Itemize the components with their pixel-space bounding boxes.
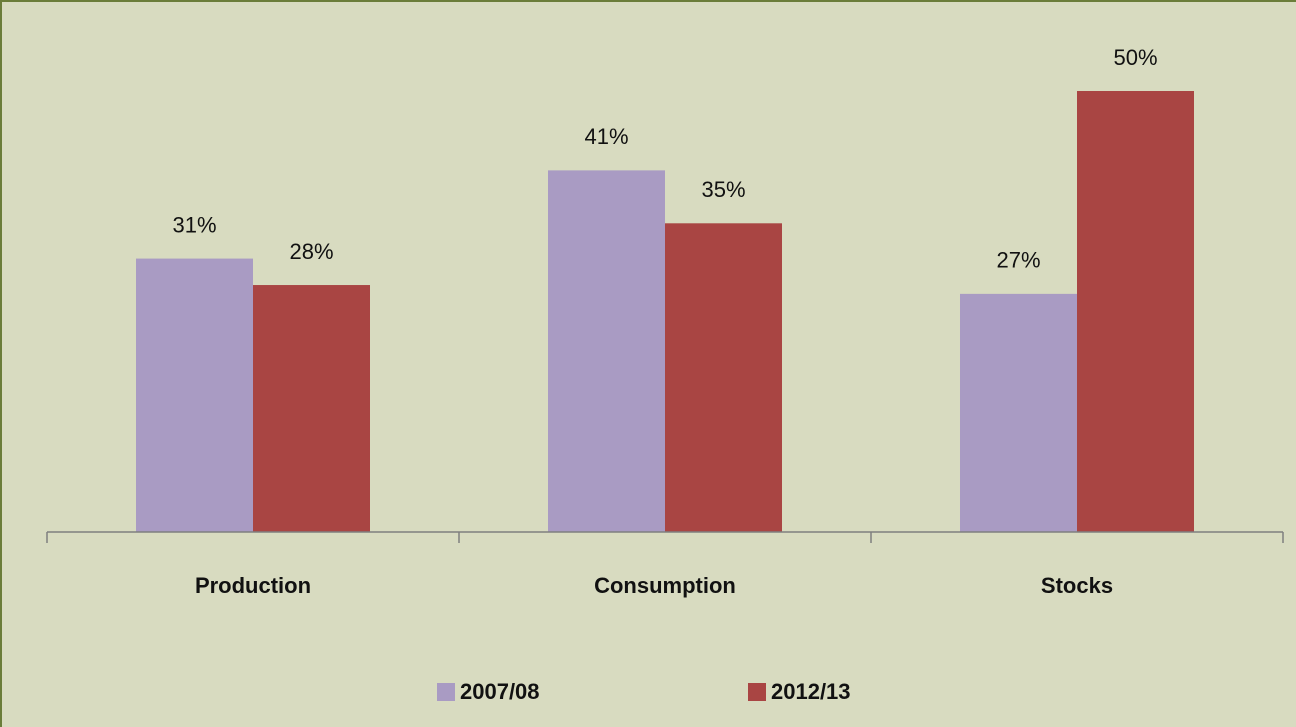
bar	[1077, 91, 1194, 532]
x-tick-label: Production	[195, 573, 311, 598]
value-label: 35%	[701, 177, 745, 202]
value-label: 31%	[172, 212, 216, 237]
legend-swatch	[437, 683, 455, 701]
bar	[136, 258, 253, 532]
bar	[548, 170, 665, 532]
legend-label: 2012/13	[771, 679, 851, 704]
value-label: 28%	[289, 239, 333, 264]
value-label: 27%	[996, 248, 1040, 273]
x-tick-label: Consumption	[594, 573, 736, 598]
legend-label: 2007/08	[460, 679, 540, 704]
bar	[665, 223, 782, 533]
bar	[960, 293, 1077, 532]
x-tick-label: Stocks	[1041, 573, 1113, 598]
legend-swatch	[748, 683, 766, 701]
value-label: 50%	[1113, 45, 1157, 70]
value-label: 41%	[584, 124, 628, 149]
bar	[253, 285, 370, 532]
